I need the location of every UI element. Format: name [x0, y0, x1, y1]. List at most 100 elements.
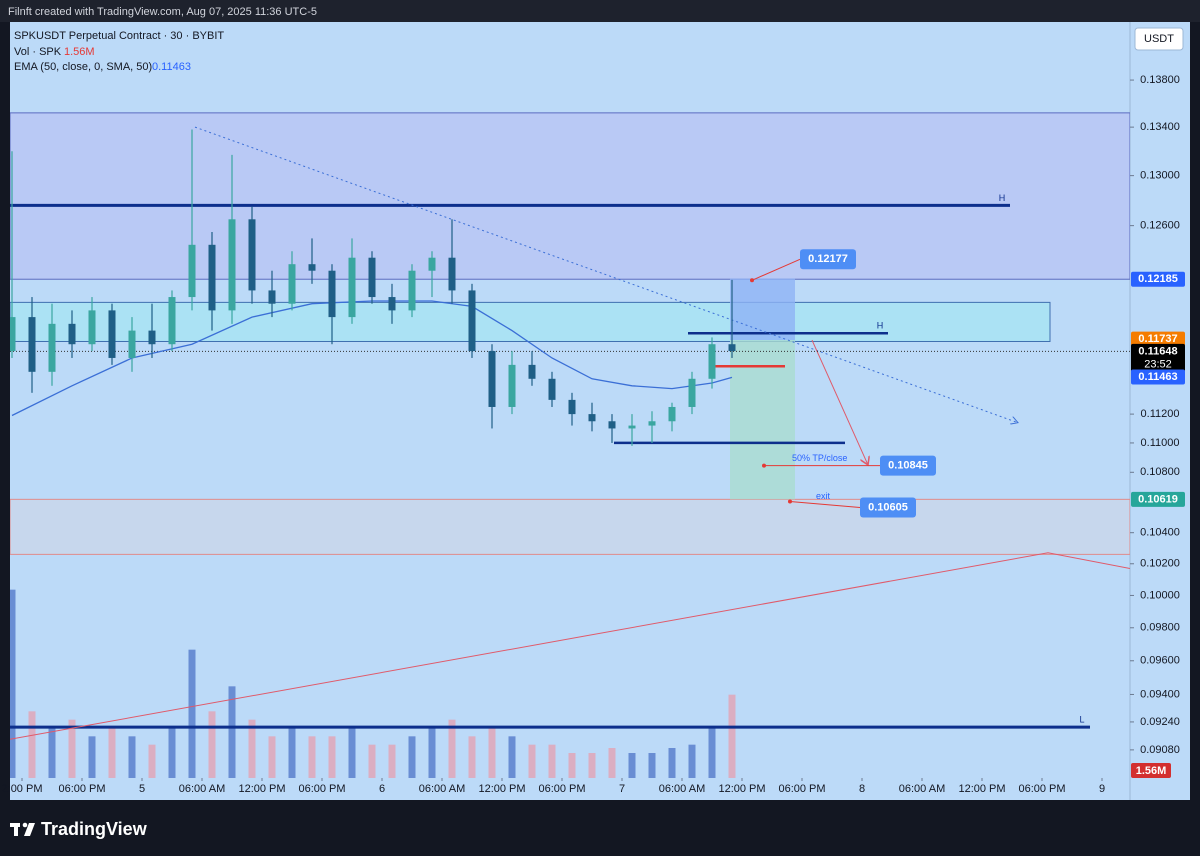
volume-bar — [468, 736, 476, 778]
candle-body — [668, 406, 676, 422]
volume-bar — [308, 736, 316, 778]
volume-badge-label: 1.56M — [1136, 765, 1167, 777]
x-tick-label: 06:00 PM — [538, 783, 585, 795]
volume-bar — [388, 744, 396, 778]
y-tick-label: 0.10200 — [1140, 558, 1180, 570]
candle-body — [408, 270, 416, 311]
drawing-line — [194, 126, 1018, 423]
volume-bar — [268, 736, 276, 778]
candle-body — [128, 330, 136, 358]
candle-body — [588, 414, 596, 422]
candle-body — [168, 297, 176, 345]
y-tick-label: 0.11200 — [1141, 408, 1180, 420]
candle-body — [648, 421, 656, 426]
x-tick-label: 9 — [1099, 783, 1105, 795]
volume-bar — [188, 649, 196, 778]
x-tick-label: 12:00 PM — [238, 783, 285, 795]
volume-bar — [648, 753, 656, 778]
candle-body — [368, 257, 376, 298]
volume-bar — [628, 753, 636, 778]
candle-body — [528, 364, 536, 379]
candle-body — [728, 344, 736, 352]
candle-body — [208, 244, 216, 311]
price-badge-label: 0.11737 — [1138, 333, 1177, 345]
zone — [10, 301, 1051, 342]
legend-volume-value: 1.56M — [64, 46, 95, 58]
candle-body — [448, 257, 456, 291]
zone — [10, 112, 1130, 280]
y-tick-label: 0.13800 — [1140, 74, 1180, 86]
logo — [10, 822, 35, 836]
callout-text: exit — [816, 491, 831, 501]
volume-bar — [508, 736, 516, 778]
candle-body — [628, 425, 636, 429]
candle-body — [228, 219, 236, 311]
x-tick-label: 2:00 PM — [2, 783, 43, 795]
x-tick-label: 6 — [379, 783, 385, 795]
brand-name: TradingView — [41, 819, 148, 839]
zone — [10, 498, 1130, 555]
candle-body — [288, 264, 296, 304]
y-tick-label: 0.09080 — [1140, 744, 1180, 756]
y-tick-label: 0.09240 — [1140, 716, 1180, 728]
axes: 0.13800 0.13400 0.13000 0.12600 0.11200 0.110… — [2, 74, 1185, 795]
candle-body — [428, 257, 436, 271]
x-tick-label: 06:00 PM — [1018, 783, 1065, 795]
legend-ema-value: 0.11463 — [152, 61, 191, 73]
candle-body — [468, 290, 476, 352]
price-badge — [1131, 343, 1185, 372]
candle-body — [688, 378, 696, 407]
candle-body — [68, 323, 76, 345]
x-tick-label: 06:00 AM — [179, 783, 225, 795]
volume-bar — [608, 748, 616, 778]
volume-bar — [328, 736, 336, 778]
volume-bar — [708, 728, 716, 778]
y-tick-label: 0.13000 — [1140, 170, 1180, 182]
price-badge-label: 0.11463 — [1138, 371, 1177, 383]
candle-body — [548, 378, 556, 400]
price-badge-label: 0.12185 — [1138, 273, 1178, 285]
candle-body — [708, 344, 716, 379]
y-tick-label: 0.10400 — [1140, 527, 1180, 539]
volume-bar — [248, 719, 256, 778]
legend-volume: Vol · SPK — [14, 46, 62, 58]
candle-body — [348, 257, 356, 318]
price-countdown: 23:52 — [1144, 358, 1172, 370]
candle-body — [148, 330, 156, 345]
price-badge — [1131, 331, 1185, 347]
x-tick-label: 06:00 PM — [58, 783, 105, 795]
candle-body — [10, 317, 16, 352]
currency-box[interactable] — [1134, 27, 1184, 51]
callout-box — [880, 455, 936, 476]
volume-bar — [208, 711, 216, 778]
currency-label: USDT — [1144, 33, 1174, 45]
callout-connector — [751, 258, 801, 281]
volume-bar — [88, 736, 96, 778]
y-tick-label: 0.13400 — [1140, 121, 1180, 133]
candle-body — [508, 364, 516, 407]
candle-body — [88, 310, 96, 345]
y-tick-label: 0.12600 — [1140, 220, 1180, 232]
volume-bar — [408, 736, 416, 778]
volume-bar — [148, 744, 156, 778]
price-badge-label: 0.10619 — [1138, 493, 1178, 505]
callout-box — [800, 249, 856, 270]
candle-body — [308, 264, 316, 271]
volume-bar — [588, 753, 596, 778]
volume-bar — [28, 711, 36, 778]
x-tick-label: 06:00 AM — [659, 783, 705, 795]
top-bar — [0, 0, 1200, 22]
x-tick-label: 12:00 PM — [958, 783, 1005, 795]
y-tick-label: 0.09800 — [1140, 622, 1180, 634]
drawing-line — [10, 552, 1130, 740]
volume-bar — [568, 753, 576, 778]
volume-bar — [488, 728, 496, 778]
price-badge — [1131, 369, 1185, 385]
volume-badge — [1131, 763, 1171, 778]
legend-title: SPKUSDT Perpetual Contract · 30 · BYBIT — [14, 30, 224, 42]
candle-body — [248, 219, 256, 291]
line-label: L — [1079, 715, 1084, 725]
volume-bar — [48, 728, 56, 778]
callout-box — [860, 497, 916, 518]
